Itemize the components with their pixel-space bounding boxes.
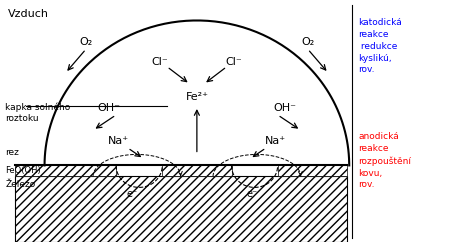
- Text: Cl⁻: Cl⁻: [151, 57, 169, 67]
- Text: Vzduch: Vzduch: [7, 9, 49, 19]
- Text: e⁻: e⁻: [247, 189, 258, 199]
- Text: e⁻: e⁻: [127, 189, 138, 199]
- Text: Na⁺: Na⁺: [108, 136, 129, 146]
- Text: OH⁻: OH⁻: [98, 103, 121, 113]
- Text: kapka solného
roztoku: kapka solného roztoku: [5, 103, 70, 122]
- Text: O₂: O₂: [80, 37, 93, 47]
- Bar: [162, 165, 232, 176]
- Text: Železo: Železo: [5, 180, 36, 189]
- Text: rez: rez: [5, 148, 19, 157]
- Text: OH⁻: OH⁻: [273, 103, 296, 113]
- Text: O₂: O₂: [301, 37, 314, 47]
- Bar: [278, 165, 347, 176]
- Text: katodická
reakce
 redukce
kyslikú,
rov.: katodická reakce redukce kyslikú, rov.: [358, 18, 402, 74]
- Bar: [14, 176, 347, 242]
- Text: Na⁺: Na⁺: [265, 136, 286, 146]
- Text: anodická
reakce
rozpouštění
kovu,
rov.: anodická reakce rozpouštění kovu, rov.: [358, 132, 412, 189]
- Text: Cl⁻: Cl⁻: [225, 57, 242, 67]
- Text: Fe²⁺: Fe²⁺: [185, 92, 208, 102]
- Bar: [14, 165, 116, 176]
- Text: FeO(OH): FeO(OH): [5, 166, 41, 175]
